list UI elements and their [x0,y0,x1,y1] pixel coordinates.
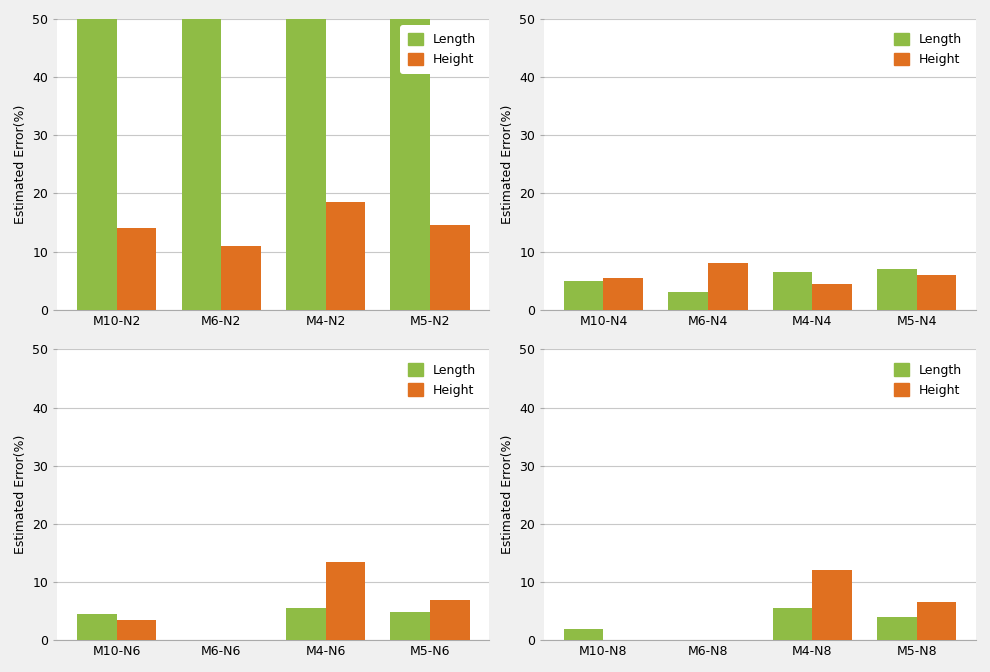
Bar [390,612,430,640]
Bar [772,272,813,310]
Bar [430,599,470,640]
Bar [77,19,117,310]
Bar [877,617,917,640]
Bar [668,292,708,310]
Bar [326,562,365,640]
Bar [563,628,604,640]
Bar [917,275,956,310]
Bar [813,284,852,310]
Y-axis label: Estimated Error(%): Estimated Error(%) [14,435,27,554]
Bar [813,571,852,640]
Bar [117,228,156,310]
Bar [604,278,644,310]
Bar [430,225,470,310]
Bar [286,608,326,640]
Legend: Length, Height: Length, Height [400,355,483,404]
Legend: Length, Height: Length, Height [887,355,970,404]
Bar [563,281,604,310]
Y-axis label: Estimated Error(%): Estimated Error(%) [501,105,514,224]
Bar [917,602,956,640]
Bar [326,202,365,310]
Bar [772,608,813,640]
Bar [708,263,747,310]
Bar [221,246,261,310]
Bar [181,19,221,310]
Bar [77,614,117,640]
Y-axis label: Estimated Error(%): Estimated Error(%) [501,435,514,554]
Legend: Length, Height: Length, Height [887,25,970,74]
Bar [877,269,917,310]
Legend: Length, Height: Length, Height [400,25,483,74]
Bar [117,620,156,640]
Y-axis label: Estimated Error(%): Estimated Error(%) [14,105,27,224]
Bar [390,19,430,310]
Bar [286,19,326,310]
